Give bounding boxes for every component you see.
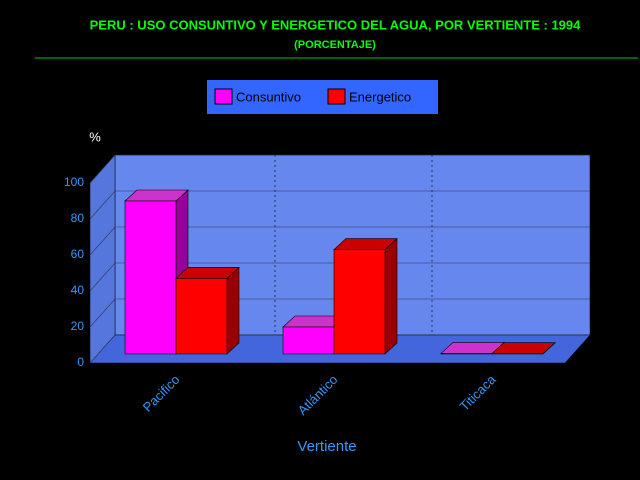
legend-swatch bbox=[214, 88, 233, 105]
grid-line bbox=[89, 298, 590, 328]
x-axis-label: Vertiente bbox=[297, 438, 356, 455]
legend-label: Consuntivo bbox=[236, 89, 301, 104]
x-tick-label: Atlántico bbox=[295, 372, 341, 418]
legend-swatch bbox=[327, 88, 346, 105]
y-tick-label: 60 bbox=[71, 247, 85, 261]
bar-front bbox=[440, 353, 493, 355]
y-tick-label: 0 bbox=[77, 355, 84, 369]
bar-front bbox=[282, 326, 335, 355]
side-wall bbox=[89, 154, 116, 364]
legend-box bbox=[207, 80, 438, 114]
bar-side bbox=[226, 266, 240, 355]
legend-label: Energetico bbox=[349, 89, 411, 104]
bar-side bbox=[384, 237, 398, 355]
bar bbox=[333, 237, 398, 355]
x-tick-label: Titicaca bbox=[457, 371, 499, 413]
bar bbox=[175, 266, 240, 355]
chart-title: PERU : USO CONSUNTIVO Y ENERGETICO DEL A… bbox=[90, 17, 581, 32]
grid-line bbox=[89, 190, 590, 220]
grid-line bbox=[89, 226, 590, 256]
grid-line bbox=[89, 154, 590, 184]
y-axis-label: % bbox=[89, 129, 101, 144]
bar bbox=[124, 189, 189, 355]
chart-subtitle: (PORCENTAJE) bbox=[294, 39, 376, 51]
y-tick-label: 40 bbox=[71, 283, 85, 297]
grid-line bbox=[89, 334, 590, 364]
bar bbox=[491, 341, 556, 355]
bar-front bbox=[124, 200, 177, 355]
bar-front bbox=[175, 278, 228, 355]
x-tick-label: Pacifico bbox=[140, 372, 183, 415]
bar-front bbox=[333, 249, 386, 355]
y-tick-label: 20 bbox=[71, 319, 85, 333]
grid-line bbox=[89, 262, 590, 292]
y-tick-label: 100 bbox=[64, 175, 84, 189]
y-tick-label: 80 bbox=[71, 211, 85, 225]
